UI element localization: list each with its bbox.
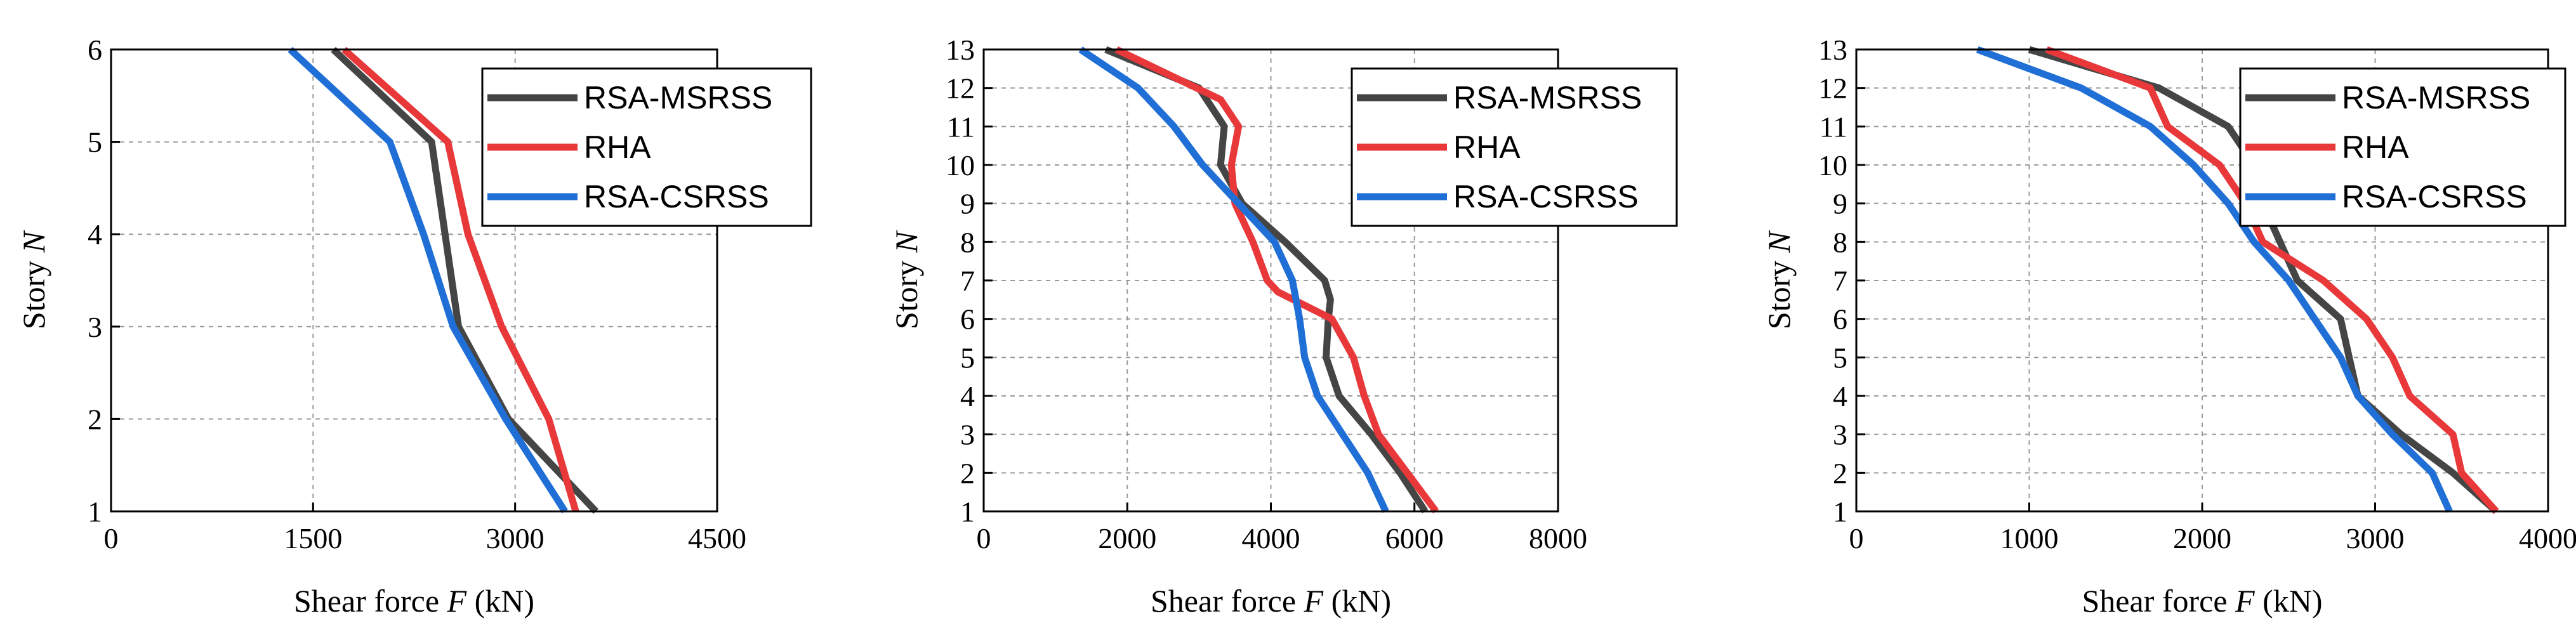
- x-tick-label: 1000: [2000, 522, 2059, 555]
- y-tick-label: 13: [946, 34, 975, 66]
- x-tick-label: 0: [104, 522, 119, 555]
- plot-frame: [1855, 48, 2549, 513]
- x-tick-label: 6000: [1385, 522, 1444, 555]
- legend: RSA-MSRSS RHA RSA-CSRSS: [2239, 67, 2566, 227]
- y-tick-label: 9: [960, 188, 975, 220]
- y-tick-label: 3: [960, 419, 975, 451]
- legend-label: RSA-MSRSS: [2342, 80, 2530, 115]
- x-tick-label: 2000: [1098, 522, 1156, 555]
- x-tick-label: 2000: [2173, 522, 2231, 555]
- legend-label: RHA: [1453, 129, 1521, 165]
- y-tick-label: 2: [960, 457, 975, 489]
- legend-label: RSA-MSRSS: [584, 80, 772, 115]
- legend-label: RSA-CSRSS: [584, 179, 769, 214]
- y-tick-label: 5: [88, 126, 102, 159]
- x-tick-label: 1500: [284, 522, 342, 555]
- legend: RSA-MSRSS RHA RSA-CSRSS: [481, 67, 812, 227]
- series-line-rsa-csrss: [287, 46, 568, 513]
- x-axis-title: Shear force F (kN): [294, 583, 534, 619]
- y-tick-label: 4: [1833, 380, 1847, 412]
- legend-label: RSA-CSRSS: [2342, 179, 2527, 214]
- y-tick-label: 10: [1818, 149, 1847, 181]
- x-tick-label: 3000: [2346, 522, 2405, 555]
- y-tick-label: 7: [1833, 265, 1847, 297]
- y-tick-label: 1: [88, 496, 102, 528]
- ticks: 0 1500 3000 4500 1 2 3 4 5 6: [88, 34, 746, 555]
- y-tick-label: 3: [88, 311, 102, 343]
- y-tick-label: 4: [960, 380, 975, 412]
- y-tick-label: 5: [1833, 341, 1847, 374]
- legend-label: RSA-CSRSS: [1453, 179, 1639, 214]
- y-tick-label: 6: [88, 34, 102, 66]
- y-tick-label: 12: [1818, 72, 1847, 105]
- y-axis-title: Story N: [888, 230, 924, 329]
- x-tick-label: 0: [1849, 522, 1864, 555]
- y-tick-label: 11: [947, 110, 975, 143]
- y-tick-label: 8: [1833, 226, 1847, 258]
- legend-label: RSA-MSRSS: [1453, 80, 1642, 115]
- x-tick-label: 0: [977, 522, 991, 555]
- series-line-rha: [2045, 46, 2499, 514]
- plot-frame: [982, 48, 1559, 513]
- y-tick-label: 6: [960, 303, 975, 336]
- x-axis-title: Shear force F (kN): [1151, 583, 1391, 619]
- y-tick-label: 1: [960, 496, 975, 528]
- x-tick-label: 8000: [1529, 522, 1587, 555]
- y-tick-label: 3: [1833, 419, 1847, 451]
- y-tick-label: 2: [1833, 457, 1847, 489]
- series-line-rsa-csrss: [1976, 46, 2453, 513]
- y-tick-label: 4: [88, 218, 102, 251]
- chart-1: 0 1500 3000 4500 1 2 3 4 5 6 RSA-MSRSS RHA RSA-CSRSS…: [16, 34, 812, 619]
- chart-2: 0 2000 4000 6000 800012345678910111213RSA-MS…: [888, 34, 1678, 619]
- y-tick-label: 7: [960, 265, 975, 297]
- chart-3: 0 1000 2000 3000 400012345678910111213RSA-MS…: [1761, 34, 2576, 619]
- y-tick-label: 10: [946, 149, 975, 181]
- y-tick-label: 1: [1833, 496, 1847, 528]
- series-line-rha: [1114, 46, 1439, 514]
- y-tick-label: 11: [1820, 110, 1847, 143]
- y-tick-label: 9: [1833, 188, 1847, 220]
- series-line-rsa-msrss: [2028, 46, 2499, 515]
- series-line-rsa-csrss: [1078, 46, 1389, 513]
- x-tick-label: 4000: [2519, 522, 2576, 555]
- legend-label: RHA: [2342, 129, 2409, 165]
- y-axis-title: Story N: [1761, 230, 1797, 329]
- grid: [1856, 49, 2548, 511]
- plot-frame: [110, 48, 718, 513]
- y-axis-title: Story N: [16, 230, 51, 329]
- y-tick-label: 6: [1833, 303, 1847, 336]
- x-axis-title: Shear force F (kN): [2082, 583, 2323, 619]
- series-line-rsa-msrss: [331, 46, 598, 514]
- legend: RSA-MSRSS RHA RSA-CSRSS: [1351, 67, 1678, 227]
- legend-label: RHA: [584, 129, 651, 165]
- y-tick-label: 5: [960, 341, 975, 374]
- y-tick-label: 13: [1818, 34, 1847, 66]
- y-tick-label: 12: [946, 72, 975, 105]
- x-tick-label: 4500: [688, 522, 746, 555]
- x-tick-label: 3000: [486, 522, 545, 555]
- x-tick-label: 4000: [1242, 522, 1300, 555]
- y-tick-label: 2: [88, 403, 102, 435]
- series-line-rha: [341, 46, 579, 513]
- series-line-rsa-msrss: [1104, 46, 1429, 514]
- y-tick-label: 8: [960, 226, 975, 258]
